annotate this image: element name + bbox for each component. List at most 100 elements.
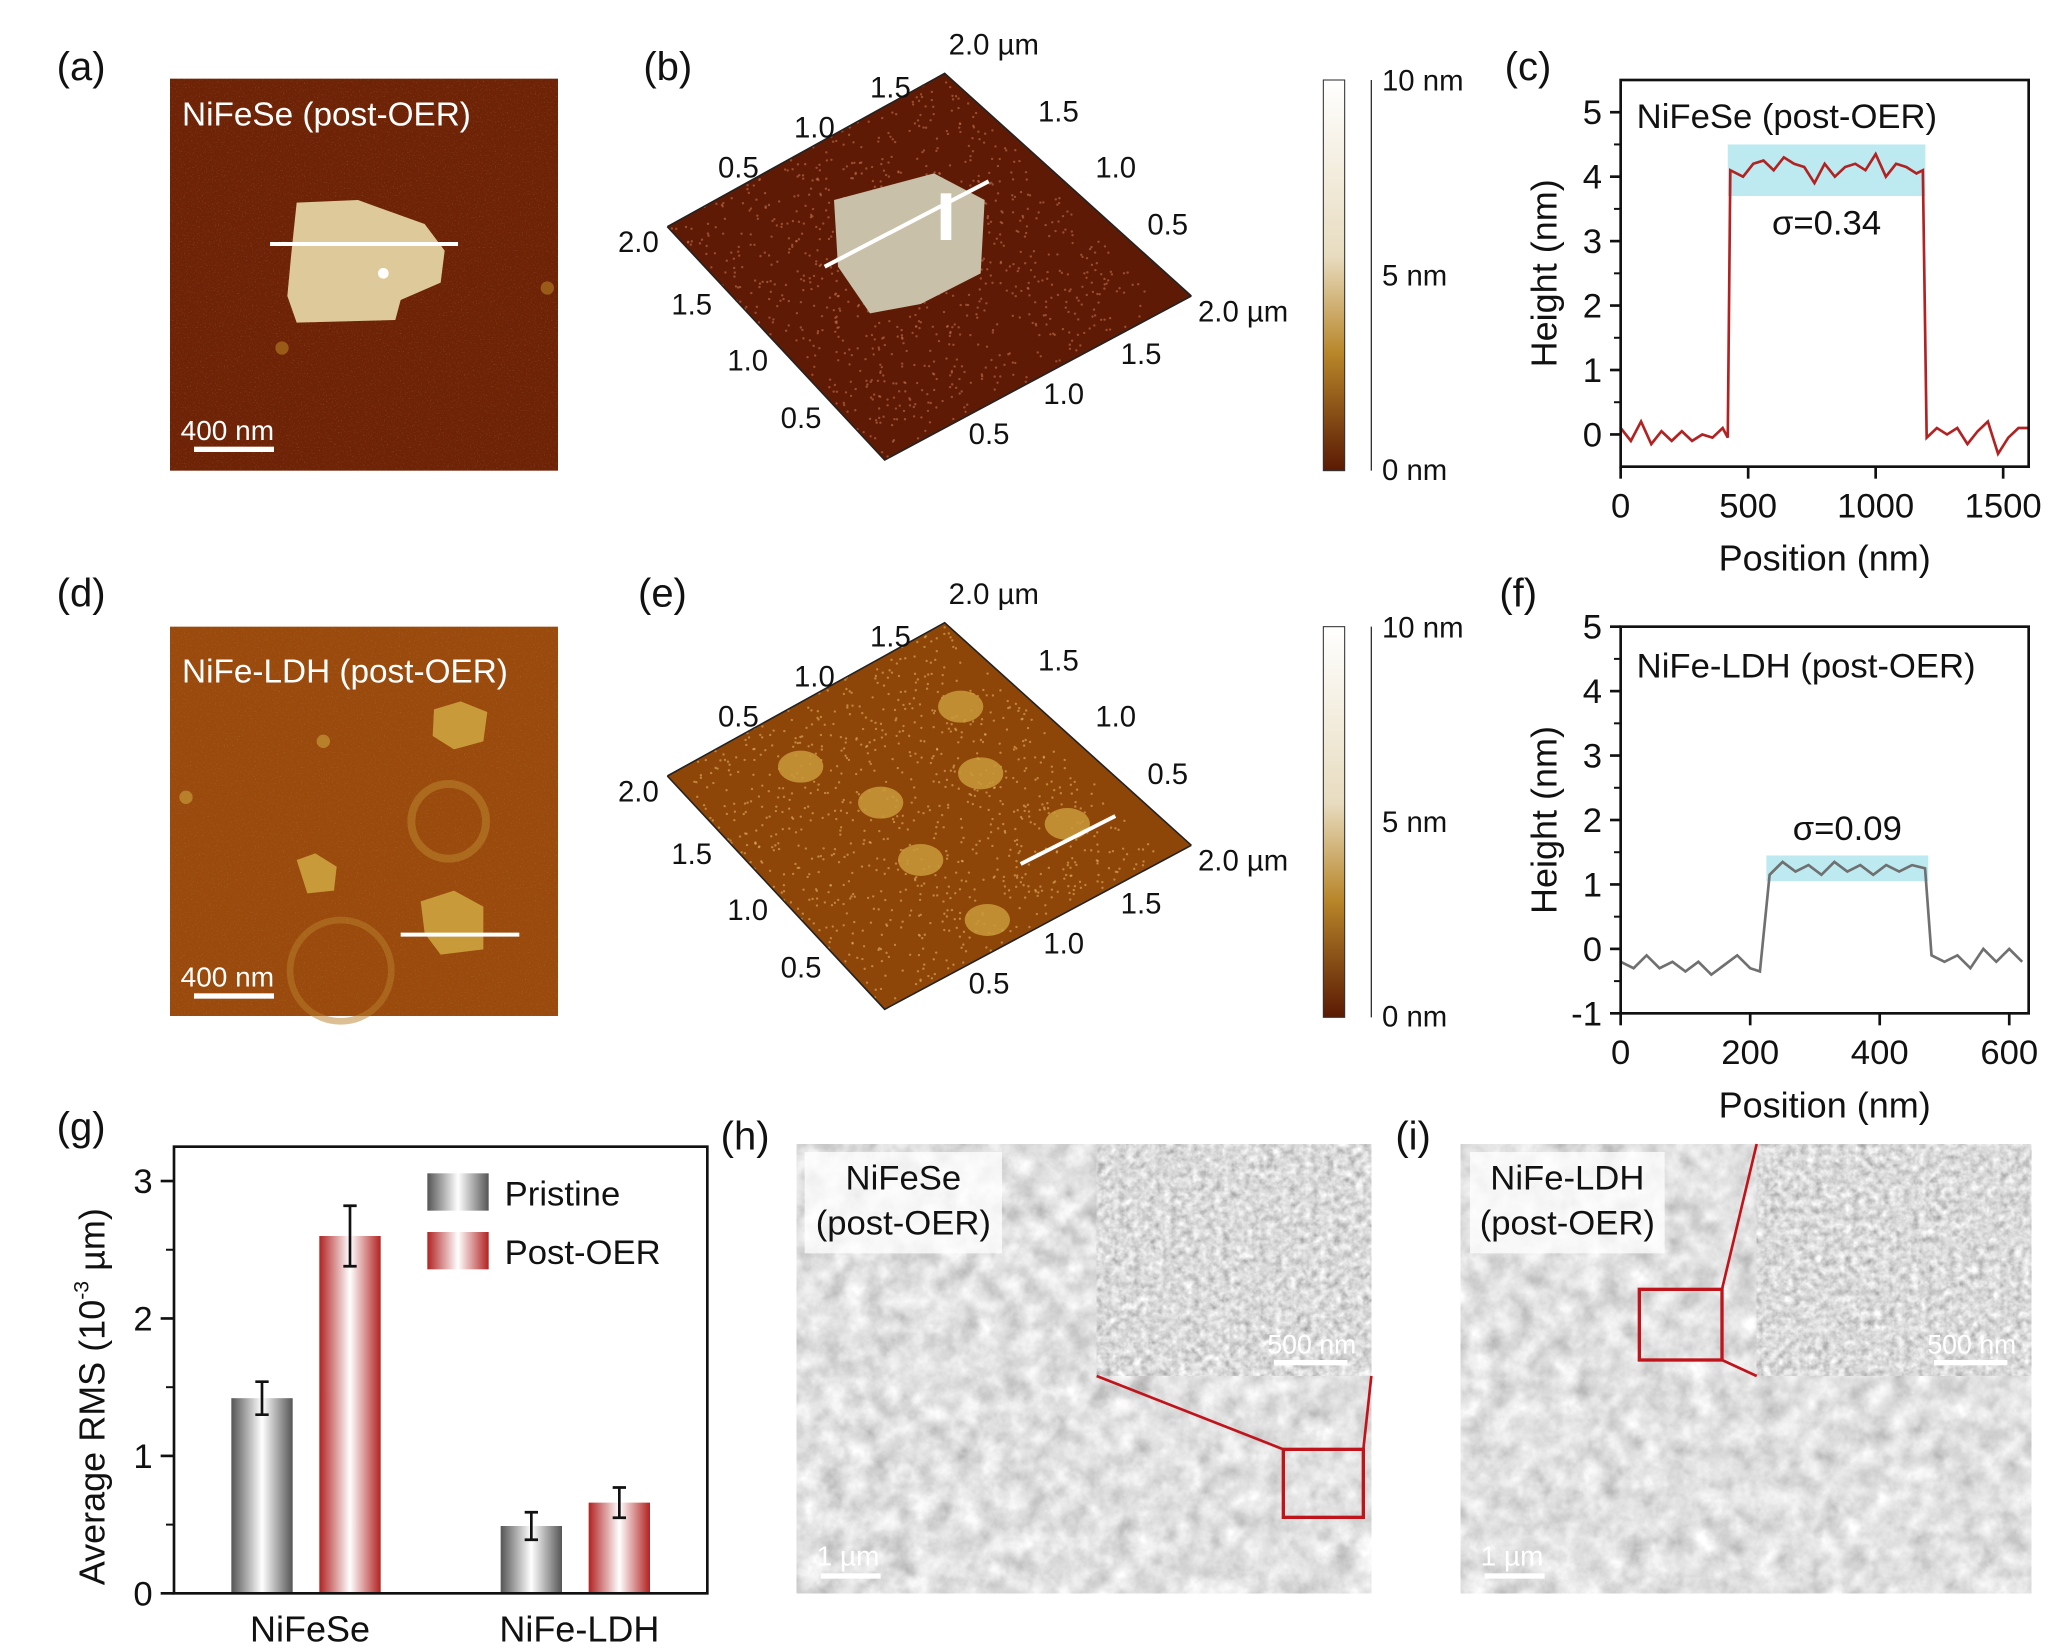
surface-grain [804,786,806,788]
surface-grain [1064,767,1066,769]
surface-grain [960,879,962,881]
surface-grain [816,717,818,719]
surface-grain [860,161,862,163]
surface-grain [815,888,817,890]
surface-grain [931,977,933,979]
surface-grain [938,805,940,807]
surface-grain [785,330,787,332]
surface-grain [888,320,890,322]
surface-grain [1037,891,1039,893]
surface-grain [981,718,983,720]
surface-grain [1058,359,1060,361]
surface-grain [843,693,845,695]
surface-grain [1116,871,1118,873]
surface-grain [816,904,818,906]
y-tick-label: 0 [1583,931,1602,969]
legend-swatch [427,1173,488,1210]
surface-grain [874,677,876,679]
surface-grain [685,226,687,228]
surface-grain [908,130,910,132]
surface-grain [878,348,880,350]
axis-tick-label: 2.0 [618,226,659,259]
surface-grain [846,706,848,708]
surface-grain [888,669,890,671]
surface-grain [902,815,904,817]
surface-grain [1004,832,1006,834]
axis-tick-label: 1.5 [1121,887,1162,920]
surface-grain [901,334,903,336]
surface-grain [771,220,773,222]
surface-grain [865,380,867,382]
surface-grain [769,870,771,872]
surface-grain [913,415,915,417]
surface-grain [868,121,870,123]
surface-grain [977,306,979,308]
colorbar-bottom: 10 nm 5 nm 0 nm [1323,611,1463,1033]
surface-grain [783,890,785,892]
surface-grain [916,761,918,763]
surface-grain [951,909,953,911]
surface-grain [915,681,917,683]
surface-grain [1055,360,1057,362]
surface-grain [712,782,714,784]
surface-grain [788,300,790,302]
surface-grain [999,742,1001,744]
surface-grain [710,772,712,774]
surface-grain [783,730,785,732]
surface-grain [830,734,832,736]
surface-grain [817,178,819,180]
surface-grain [989,261,991,263]
surface-grain [1062,231,1064,233]
surface-grain [943,666,945,668]
surface-grain [1006,289,1008,291]
surface-grain [912,101,914,103]
surface-grain [890,156,892,158]
surface-grain [1076,788,1078,790]
surface-grain [1044,224,1046,226]
surface-grain [1012,315,1014,317]
surface-grain [834,902,836,904]
surface-grain [1069,344,1071,346]
surface-grain [941,400,943,402]
surface-grain [1012,178,1014,180]
surface-grain [909,316,911,318]
surface-grain [1067,273,1069,275]
panel-label-d: (d) [57,572,106,616]
surface-grain [864,358,866,360]
surface-grain [1096,262,1098,264]
surface-grain [886,925,888,927]
surface-grain [1091,315,1093,317]
surface-grain [876,668,878,670]
surface-grain [818,347,820,349]
surface-grain [837,270,839,272]
surface-grain [986,345,988,347]
surface-grain [730,197,732,199]
surface-grain [949,374,951,376]
surface-grain [854,173,856,175]
surface-grain [846,757,848,759]
surface-grain [959,912,961,914]
surface-grain [1066,210,1068,212]
axis-tick-label: 1.0 [794,111,835,144]
surface-grain [803,280,805,282]
surface-grain [873,393,875,395]
surface-grain [855,773,857,775]
surface-grain [1023,713,1025,715]
surface-grain [1045,306,1047,308]
surface-grain [878,417,880,419]
surface-grain [770,835,772,837]
surface-grain [949,897,951,899]
chart-annotation: NiFeSe (post-OER) [1637,98,1937,136]
surface-grain [865,716,867,718]
surface-grain [812,812,814,814]
colorbar-label-max: 10 nm [1382,65,1464,98]
surface-grain [810,709,812,711]
surface-grain [993,243,995,245]
surface-grain [921,389,923,391]
surface-grain [946,722,948,724]
nanosheet-3d [958,757,1003,789]
surface-grain [1007,353,1009,355]
surface-grain [1005,149,1007,151]
surface-grain [807,805,809,807]
surface-grain [1051,771,1053,773]
